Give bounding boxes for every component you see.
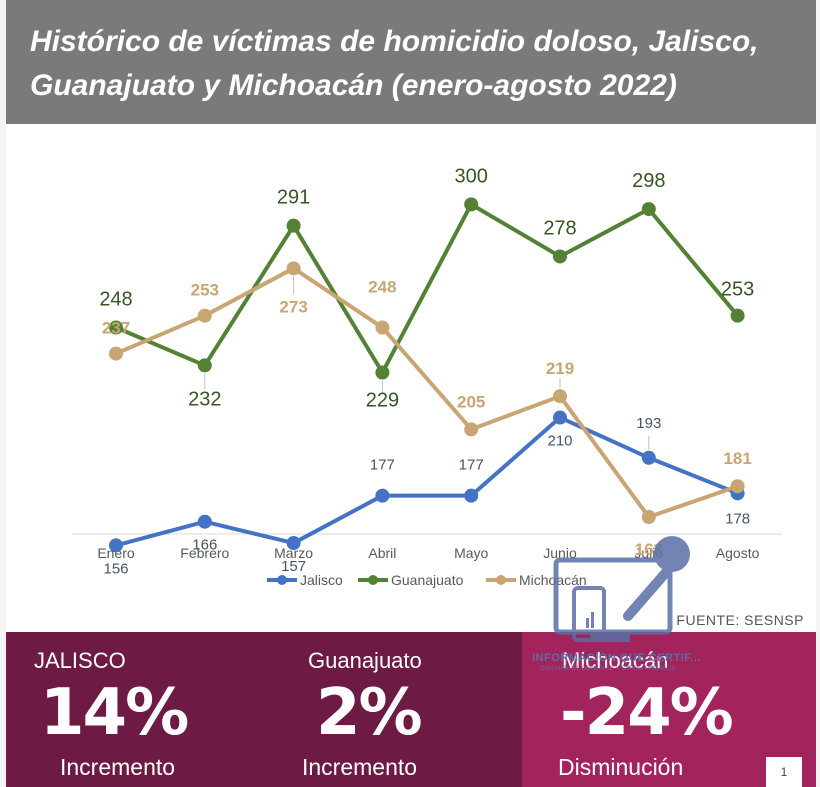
data-label: 181 [723, 449, 751, 468]
x-tick-label: Marzo [274, 545, 313, 561]
panel-name: Michoacán [562, 648, 669, 673]
data-label: 237 [102, 319, 130, 338]
x-tick-label: Junio [543, 545, 577, 561]
panel-name: JALISCO [34, 648, 126, 673]
series-line-guanajuato [115, 202, 740, 375]
data-label: 278 [543, 217, 576, 239]
panel-name: Guanajuato [308, 648, 422, 673]
data-label: 219 [546, 359, 574, 378]
data-point [641, 510, 656, 524]
panel-guanajuato: Guanajuato 2% Incremento [264, 632, 522, 787]
data-point [197, 358, 212, 373]
watermark-subtext: CON MANUEL GONZÁLEZ Y CAROLI PANIAGUA [540, 666, 676, 672]
data-label: 232 [188, 388, 221, 410]
data-label: 193 [636, 415, 661, 432]
data-point [464, 197, 479, 212]
x-tick-label: Agosto [716, 545, 760, 561]
data-point [375, 488, 390, 503]
data-label: 177 [459, 457, 484, 474]
header: Histórico de víctimas de homicidio dolos… [6, 0, 816, 124]
x-tick-label: Abril [368, 545, 396, 561]
panel-jalisco: JALISCO 14% Incremento [6, 632, 264, 787]
data-point [730, 308, 745, 323]
panel-caption: Incremento [60, 754, 176, 780]
series-line-michoacán [115, 266, 739, 519]
legend-label: Guanajuato [391, 572, 464, 588]
source-note: FUENTE: SESNSP [676, 612, 804, 628]
data-point [375, 320, 390, 335]
data-label: 229 [366, 390, 399, 412]
series-line-jalisco [115, 415, 739, 548]
data-point [553, 389, 567, 404]
x-tick-label: Mayo [454, 545, 488, 561]
data-label: 157 [281, 558, 306, 575]
data-point [464, 422, 479, 437]
data-point [197, 514, 212, 529]
data-label: 205 [457, 392, 485, 411]
line-chart: Enero Febrero Marzo Abril Mayo Junio Julio Agos… [72, 165, 782, 588]
data-point [553, 249, 567, 264]
data-point [730, 479, 745, 494]
data-label: 166 [192, 537, 217, 554]
data-point [286, 261, 301, 276]
data-label: 253 [191, 281, 219, 300]
data-label: 248 [368, 278, 396, 297]
data-point [286, 536, 301, 551]
data-point [109, 346, 123, 361]
panel-value: 14% [40, 676, 189, 750]
data-point [197, 308, 212, 323]
data-point [464, 488, 479, 503]
legend-label: Jalisco [300, 572, 343, 588]
data-label: 178 [725, 510, 750, 527]
panel-caption: Incremento [302, 754, 418, 780]
panel-value: 2% [316, 676, 423, 750]
data-point [109, 320, 123, 335]
x-tick-label: Febrero [180, 545, 229, 561]
microphone-monitor-icon [553, 536, 690, 642]
data-label: 248 [99, 289, 132, 311]
data-point [375, 365, 390, 380]
data-point [109, 538, 123, 553]
data-label: 177 [370, 457, 395, 474]
legend-marker [496, 575, 506, 585]
legend-marker [368, 575, 378, 585]
data-label: 273 [279, 297, 307, 316]
legend-label: Michoacán [519, 572, 587, 588]
data-label: 300 [455, 165, 488, 187]
data-label: 253 [721, 279, 754, 301]
panel-value: -24% [560, 676, 734, 750]
data-label: 156 [103, 560, 128, 577]
page-number: 1 [766, 757, 802, 787]
data-label: 210 [547, 433, 572, 450]
x-tick-label: Enero [97, 545, 135, 561]
data-label: 298 [632, 170, 665, 192]
data-point [641, 450, 656, 465]
panel-caption: Disminución [558, 754, 684, 780]
page-title: Histórico de víctimas de homicidio dolos… [30, 25, 759, 102]
data-point [286, 218, 301, 233]
legend-marker [277, 575, 287, 585]
watermark-text: INFORMACIÓN QUE CERTIF... [532, 652, 701, 664]
data-point [553, 410, 567, 425]
data-point [641, 202, 656, 217]
data-label: 291 [277, 187, 310, 209]
